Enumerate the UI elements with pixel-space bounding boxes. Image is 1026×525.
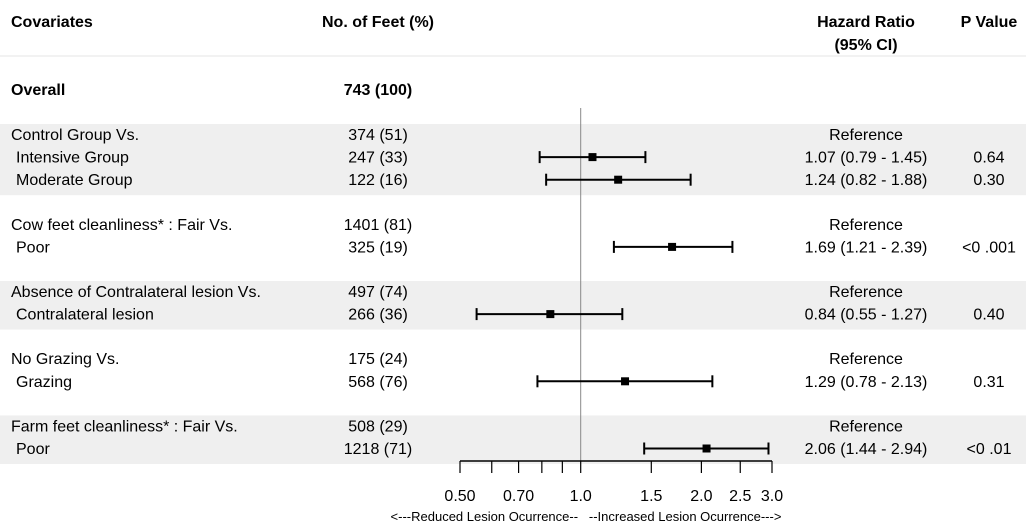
row-p-value: 0.40 xyxy=(973,307,1004,324)
row-hazard-ratio: Reference xyxy=(829,217,903,234)
x-tick-label: 0.70 xyxy=(503,488,534,505)
row-band xyxy=(0,415,1026,464)
point-estimate xyxy=(588,153,597,162)
row-label: Absence of Contralateral lesion Vs. xyxy=(11,284,261,301)
x-tick-label: 1.5 xyxy=(640,488,662,505)
row-feet: 266 (36) xyxy=(348,307,408,324)
row-hazard-ratio: Reference xyxy=(829,418,903,435)
row-feet: 497 (74) xyxy=(348,284,408,301)
row-feet: 175 (24) xyxy=(348,351,408,368)
row-hazard-ratio: 1.29 (0.78 - 2.13) xyxy=(805,374,928,391)
header-ci: (95% CI) xyxy=(834,37,897,54)
row-label: Farm feet cleanliness* : Fair Vs. xyxy=(11,418,238,435)
row-band xyxy=(0,124,1026,196)
x-axis: 0.50 0.70 1.0 1.5 2.0 2.5 3.0 xyxy=(444,460,783,505)
row-bands xyxy=(0,124,1026,464)
row-label: Cow feet cleanliness* : Fair Vs. xyxy=(11,217,232,234)
row-p-value: <0 .001 xyxy=(962,239,1016,256)
row-feet: 247 (33) xyxy=(348,150,408,167)
x-tick-label: 2.0 xyxy=(690,488,712,505)
header-hazard-ratio: Hazard Ratio xyxy=(817,14,915,31)
header-p-value: P Value xyxy=(961,14,1018,31)
row-feet: 568 (76) xyxy=(348,374,408,391)
row-hazard-ratio: 1.07 (0.79 - 1.45) xyxy=(805,150,928,167)
row-label: Intensive Group xyxy=(16,150,129,167)
overall-feet: 743 (100) xyxy=(344,82,413,99)
row-feet: 508 (29) xyxy=(348,418,408,435)
row-p-value: 0.31 xyxy=(973,374,1004,391)
row-label: Grazing xyxy=(16,374,72,391)
header-covariates: Covariates xyxy=(11,14,93,31)
overall-label: Overall xyxy=(11,82,65,99)
row-hazard-ratio: 2.06 (1.44 - 2.94) xyxy=(805,441,928,458)
row-label: Poor xyxy=(16,441,50,458)
x-tick-label: 0.50 xyxy=(444,488,475,505)
row-hazard-ratio: 1.69 (1.21 - 2.39) xyxy=(805,239,928,256)
row-hazard-ratio: Reference xyxy=(829,351,903,368)
point-estimate xyxy=(668,242,677,251)
row-label: Control Group Vs. xyxy=(11,127,139,144)
row-p-value: 0.30 xyxy=(973,172,1004,189)
x-tick-label: 2.5 xyxy=(729,488,751,505)
x-axis-label: <---Reduced Lesion Ocurrence-- --Increas… xyxy=(391,509,782,524)
row-label: Moderate Group xyxy=(16,172,133,189)
confidence-intervals xyxy=(475,151,770,455)
row-hazard-ratio: Reference xyxy=(829,127,903,144)
row-feet: 122 (16) xyxy=(348,172,408,189)
row-feet: 1218 (71) xyxy=(344,441,413,458)
header-feet: No. of Feet (%) xyxy=(322,14,434,31)
row-label: Contralateral lesion xyxy=(16,307,154,324)
point-estimate xyxy=(702,444,711,453)
row-p-value: <0 .01 xyxy=(967,441,1012,458)
point-estimate xyxy=(621,377,630,386)
row-feet: 325 (19) xyxy=(348,239,408,256)
row-label: No Grazing Vs. xyxy=(11,351,119,368)
row-hazard-ratio: 1.24 (0.82 - 1.88) xyxy=(805,172,928,189)
point-estimate xyxy=(614,175,623,184)
row-label: Poor xyxy=(16,239,50,256)
row-hazard-ratio: Reference xyxy=(829,284,903,301)
x-tick-label: 3.0 xyxy=(761,488,783,505)
row-p-value: 0.64 xyxy=(973,150,1004,167)
x-tick-label: 1.0 xyxy=(570,488,592,505)
table-rows: Control Group Vs. 374 (51) Reference Intens… xyxy=(11,127,1016,458)
row-feet: 1401 (81) xyxy=(344,217,413,234)
row-band xyxy=(0,281,1026,330)
row-hazard-ratio: 0.84 (0.55 - 1.27) xyxy=(805,307,928,324)
row-feet: 374 (51) xyxy=(348,127,408,144)
point-estimate xyxy=(546,310,555,319)
